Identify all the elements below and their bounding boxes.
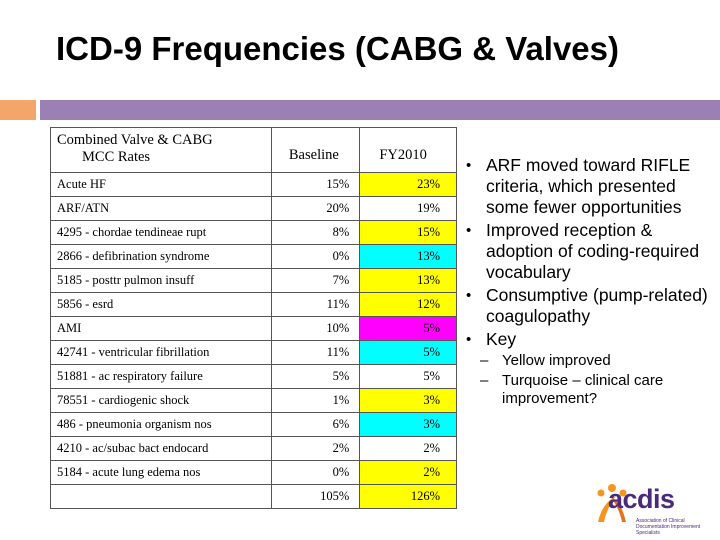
- row-label: 42741 - ventricular fibrillation: [49, 340, 273, 365]
- row-fy2010-value: 2%: [359, 436, 457, 461]
- row-label: Acute HF: [49, 172, 273, 197]
- logo-tagline: Association of Clinical Documentation Im…: [636, 518, 701, 536]
- row-baseline-value: 1%: [271, 388, 361, 413]
- table-header-row: Combined Valve & CABG MCC Rates Baseline…: [49, 127, 457, 173]
- row-baseline-value: 0%: [271, 460, 361, 485]
- bullet-dot-icon: •: [466, 157, 472, 174]
- table-row: 4295 - chordae tendineae rupt 8% 15%: [49, 220, 457, 245]
- header-fy2010: FY2010: [359, 127, 457, 173]
- acdis-logo: acdis Association of Clinical Documentat…: [592, 482, 712, 536]
- mcc-rates-table: Combined Valve & CABG MCC Rates Baseline…: [49, 127, 457, 509]
- header-label-line2: MCC Rates: [82, 149, 151, 165]
- bullet-item: • Improved reception & adoption of coding…: [466, 220, 720, 283]
- row-fy2010-value: 23%: [359, 172, 457, 197]
- row-fy2010-value: 3%: [359, 388, 457, 413]
- row-baseline-value: 20%: [271, 196, 361, 221]
- row-fy2010-value: 19%: [359, 196, 457, 221]
- table-row: 5184 - acute lung edema nos 0% 2%: [49, 460, 457, 485]
- bullet-text: Consumptive (pump-related) coagulopathy: [486, 285, 708, 326]
- row-baseline-value: 7%: [271, 268, 361, 293]
- bullet-text: ARF moved toward RIFLE criteria, which p…: [486, 155, 691, 217]
- row-fy2010-value: 13%: [359, 244, 457, 269]
- row-label: 4210 - ac/subac bact endocard: [49, 436, 273, 461]
- row-baseline-value: 6%: [271, 412, 361, 437]
- row-label: 51881 - ac respiratory failure: [49, 364, 273, 389]
- bullet-dot-icon: •: [466, 287, 472, 304]
- acdis-logo-icon: [597, 484, 627, 522]
- table-row: AMI 10% 5%: [49, 316, 457, 341]
- table-row: 486 - pneumonia organism nos 6% 3%: [49, 412, 457, 437]
- title-accent-bar: [0, 100, 36, 120]
- row-baseline-value: 8%: [271, 220, 361, 245]
- table-row: 51881 - ac respiratory failure 5% 5%: [49, 364, 457, 389]
- table-row: 2866 - defibrination syndrome 0% 13%: [49, 244, 457, 269]
- row-baseline-value: 5%: [271, 364, 361, 389]
- table-row: 4210 - ac/subac bact endocard 2% 2%: [49, 436, 457, 461]
- bullet-dot-icon: •: [466, 331, 472, 348]
- row-label: 5184 - acute lung edema nos: [49, 460, 273, 485]
- row-baseline-value: 11%: [271, 340, 361, 365]
- table-row: 42741 - ventricular fibrillation 11% 5%: [49, 340, 457, 365]
- row-label: 4295 - chordae tendineae rupt: [49, 220, 273, 245]
- dash-bullet-icon: –: [480, 372, 489, 389]
- bullet-dot-icon: •: [466, 222, 472, 239]
- bullet-list: • ARF moved toward RIFLE criteria, which …: [466, 155, 720, 408]
- title-underline-bar: [40, 100, 720, 120]
- key-item-text: Yellow improved: [502, 352, 611, 369]
- row-label: 78551 - cardiogenic shock: [49, 388, 273, 413]
- row-baseline-value: 105%: [271, 484, 361, 509]
- key-item-text: Turquoise – clinical care improvement?: [502, 372, 664, 407]
- slide-title: ICD-9 Frequencies (CABG & Valves): [56, 30, 619, 67]
- bullet-text: Key: [486, 329, 517, 349]
- table-row: 5185 - posttr pulmon insuff 7% 13%: [49, 268, 457, 293]
- row-label: 486 - pneumonia organism nos: [49, 412, 273, 437]
- row-label: ARF/ATN: [49, 196, 273, 221]
- bullet-item: • Consumptive (pump-related) coagulopathy: [466, 285, 720, 327]
- key-item: – Yellow improved: [466, 352, 720, 370]
- row-label: [49, 484, 273, 509]
- row-label: 5856 - esrd: [49, 292, 273, 317]
- row-fy2010-value: 3%: [359, 412, 457, 437]
- row-fy2010-value: 12%: [359, 292, 457, 317]
- table-totals-row: 105% 126%: [49, 484, 457, 509]
- row-baseline-value: 11%: [271, 292, 361, 317]
- logo-wordmark: acdis: [608, 484, 675, 514]
- row-fy2010-value: 2%: [359, 460, 457, 485]
- row-baseline-value: 10%: [271, 316, 361, 341]
- row-label: AMI: [49, 316, 273, 341]
- header-label-line1: Combined Valve & CABG: [57, 132, 213, 148]
- dash-bullet-icon: –: [480, 352, 489, 369]
- key-item: – Turquoise – clinical care improvement?: [466, 372, 720, 408]
- bullet-item: • ARF moved toward RIFLE criteria, which …: [466, 155, 720, 218]
- row-label: 2866 - defibrination syndrome: [49, 244, 273, 269]
- row-fy2010-value: 5%: [359, 340, 457, 365]
- row-fy2010-value: 5%: [359, 316, 457, 341]
- table-row: 5856 - esrd 11% 12%: [49, 292, 457, 317]
- row-fy2010-value: 126%: [359, 484, 457, 509]
- row-baseline-value: 2%: [271, 436, 361, 461]
- row-fy2010-value: 5%: [359, 364, 457, 389]
- bullet-item: • Key: [466, 329, 720, 350]
- row-label: 5185 - posttr pulmon insuff: [49, 268, 273, 293]
- header-label-cell: Combined Valve & CABG MCC Rates: [49, 127, 273, 173]
- bullet-text: Improved reception & adoption of coding-…: [486, 220, 700, 282]
- row-baseline-value: 0%: [271, 244, 361, 269]
- row-baseline-value: 15%: [271, 172, 361, 197]
- table-row: Acute HF 15% 23%: [49, 172, 457, 197]
- header-baseline: Baseline: [271, 127, 361, 173]
- table-row: 78551 - cardiogenic shock 1% 3%: [49, 388, 457, 413]
- row-fy2010-value: 15%: [359, 220, 457, 245]
- row-fy2010-value: 13%: [359, 268, 457, 293]
- table-row: ARF/ATN 20% 19%: [49, 196, 457, 221]
